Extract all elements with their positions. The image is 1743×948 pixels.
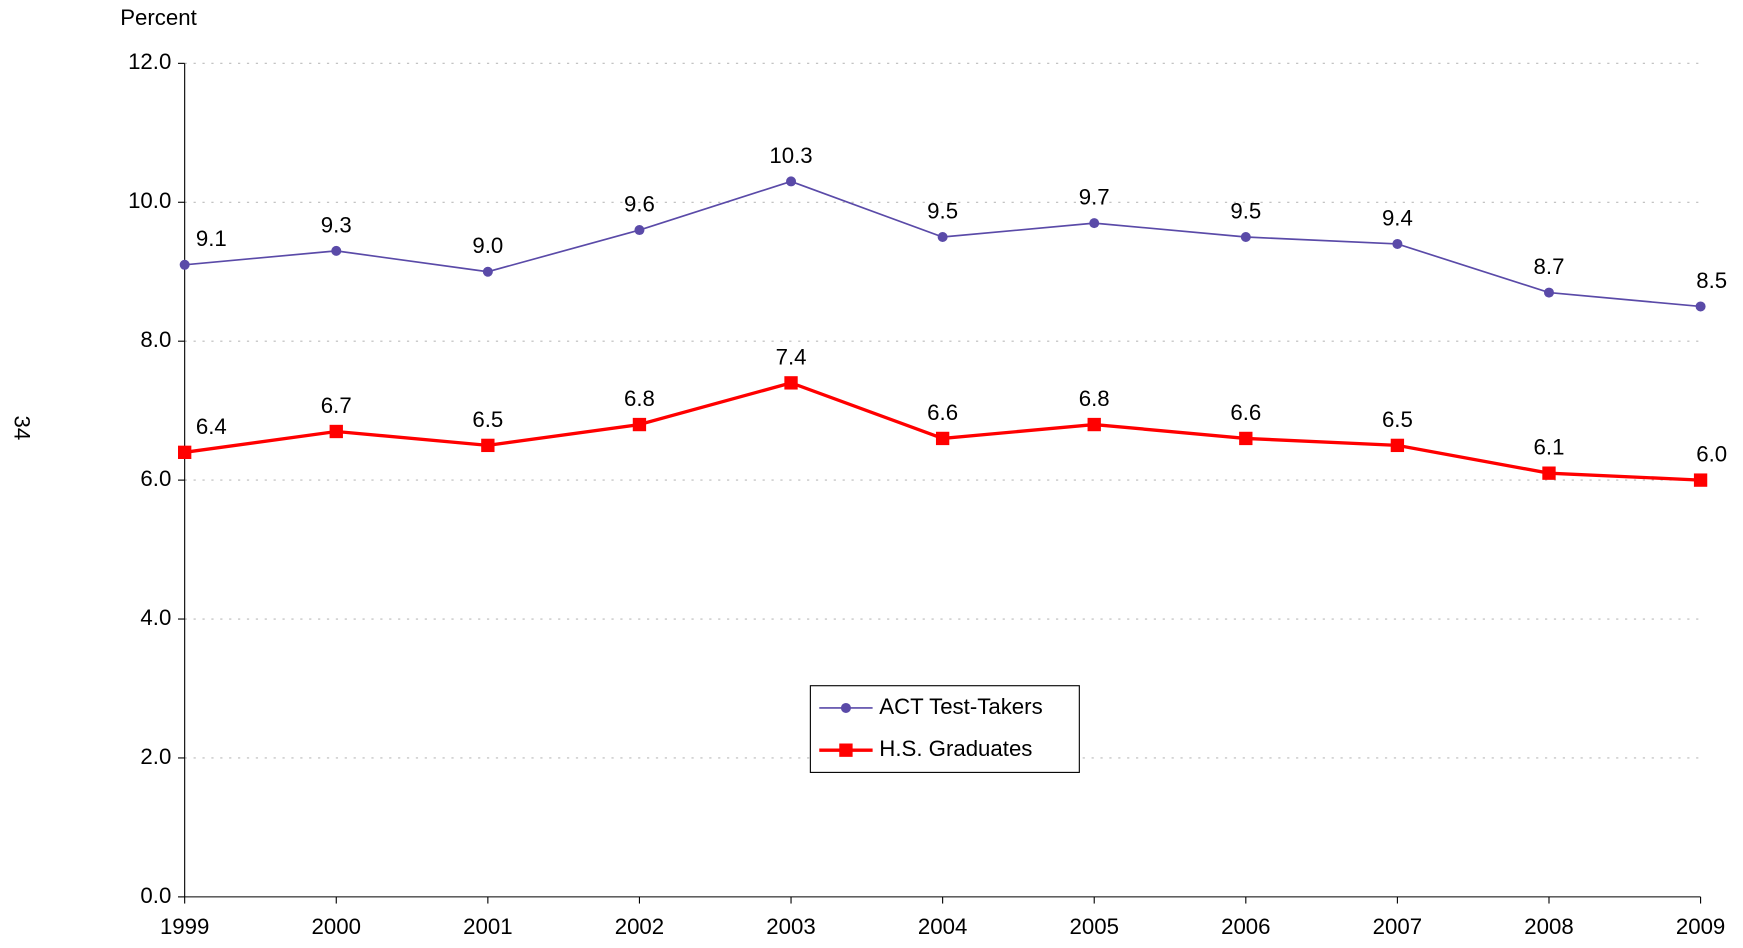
data-point bbox=[481, 438, 495, 453]
data-label: 9.4 bbox=[1382, 205, 1413, 230]
data-point bbox=[482, 266, 493, 277]
legend-box bbox=[809, 685, 1080, 773]
data-point bbox=[1542, 466, 1556, 480]
data-point bbox=[179, 259, 190, 270]
y-tick-label: 6.0 bbox=[140, 466, 171, 491]
data-point bbox=[1087, 417, 1101, 432]
data-point bbox=[331, 245, 342, 256]
data-point bbox=[937, 231, 948, 243]
data-point bbox=[935, 431, 950, 446]
legend-marker bbox=[839, 743, 853, 757]
data-label: 6.6 bbox=[927, 400, 958, 425]
data-label: 9.5 bbox=[927, 198, 958, 223]
x-tick-label: 2009 bbox=[1676, 914, 1725, 939]
data-label: 8.5 bbox=[1696, 268, 1727, 293]
data-point bbox=[329, 424, 343, 439]
data-label: 9.0 bbox=[472, 233, 503, 258]
legend-marker bbox=[840, 702, 851, 713]
legend-label: H.S. Graduates bbox=[879, 736, 1032, 761]
data-point bbox=[178, 445, 192, 459]
data-label: 9.1 bbox=[196, 226, 227, 251]
y-tick-label: 12.0 bbox=[128, 49, 171, 74]
data-point bbox=[1392, 238, 1403, 249]
data-point bbox=[1239, 431, 1253, 446]
x-tick-label: 2004 bbox=[918, 914, 967, 939]
data-point bbox=[632, 417, 647, 432]
data-label: 6.6 bbox=[1230, 400, 1261, 425]
x-tick-label: 1999 bbox=[160, 914, 209, 939]
y-axis-title: Percent bbox=[120, 5, 197, 30]
data-label: 6.0 bbox=[1696, 442, 1727, 467]
data-point bbox=[1693, 473, 1708, 487]
data-point bbox=[1240, 231, 1251, 243]
x-tick-label: 2003 bbox=[766, 914, 815, 939]
x-tick-label: 2006 bbox=[1221, 914, 1270, 939]
x-tick-label: 2007 bbox=[1373, 914, 1422, 939]
series-line bbox=[184, 381, 1701, 482]
data-label: 6.5 bbox=[472, 407, 503, 432]
data-label: 6.8 bbox=[624, 386, 655, 411]
data-point bbox=[634, 225, 645, 236]
y-tick-label: 8.0 bbox=[140, 327, 171, 352]
data-label: 6.7 bbox=[321, 393, 352, 418]
y-tick-label: 4.0 bbox=[140, 605, 171, 630]
data-label: 8.7 bbox=[1534, 254, 1565, 279]
data-point bbox=[1390, 438, 1405, 453]
data-point bbox=[786, 176, 797, 187]
data-label: 9.7 bbox=[1079, 185, 1110, 210]
data-label: 10.3 bbox=[769, 143, 812, 168]
data-point bbox=[1543, 287, 1554, 298]
x-tick-label: 2002 bbox=[615, 914, 664, 939]
data-label: 9.6 bbox=[624, 191, 655, 216]
page-number: 34 bbox=[9, 416, 34, 441]
data-point bbox=[1695, 301, 1706, 312]
x-tick-label: 2001 bbox=[463, 914, 512, 939]
data-label: 6.5 bbox=[1382, 407, 1413, 432]
y-tick-label: 0.0 bbox=[140, 883, 171, 908]
data-label: 9.3 bbox=[321, 212, 352, 237]
data-label: 6.1 bbox=[1534, 435, 1565, 460]
y-tick-label: 2.0 bbox=[140, 744, 171, 769]
x-tick-label: 2005 bbox=[1070, 914, 1119, 939]
data-point bbox=[784, 376, 798, 390]
data-label: 9.5 bbox=[1230, 198, 1261, 223]
data-label: 6.8 bbox=[1079, 386, 1110, 411]
y-tick-label: 10.0 bbox=[128, 188, 171, 213]
x-tick-label: 2000 bbox=[312, 914, 361, 939]
data-point bbox=[1089, 218, 1100, 229]
x-tick-label: 2008 bbox=[1524, 914, 1573, 939]
data-label: 6.4 bbox=[196, 414, 227, 439]
legend-label: ACT Test-Takers bbox=[879, 694, 1042, 719]
data-label: 7.4 bbox=[776, 344, 807, 369]
